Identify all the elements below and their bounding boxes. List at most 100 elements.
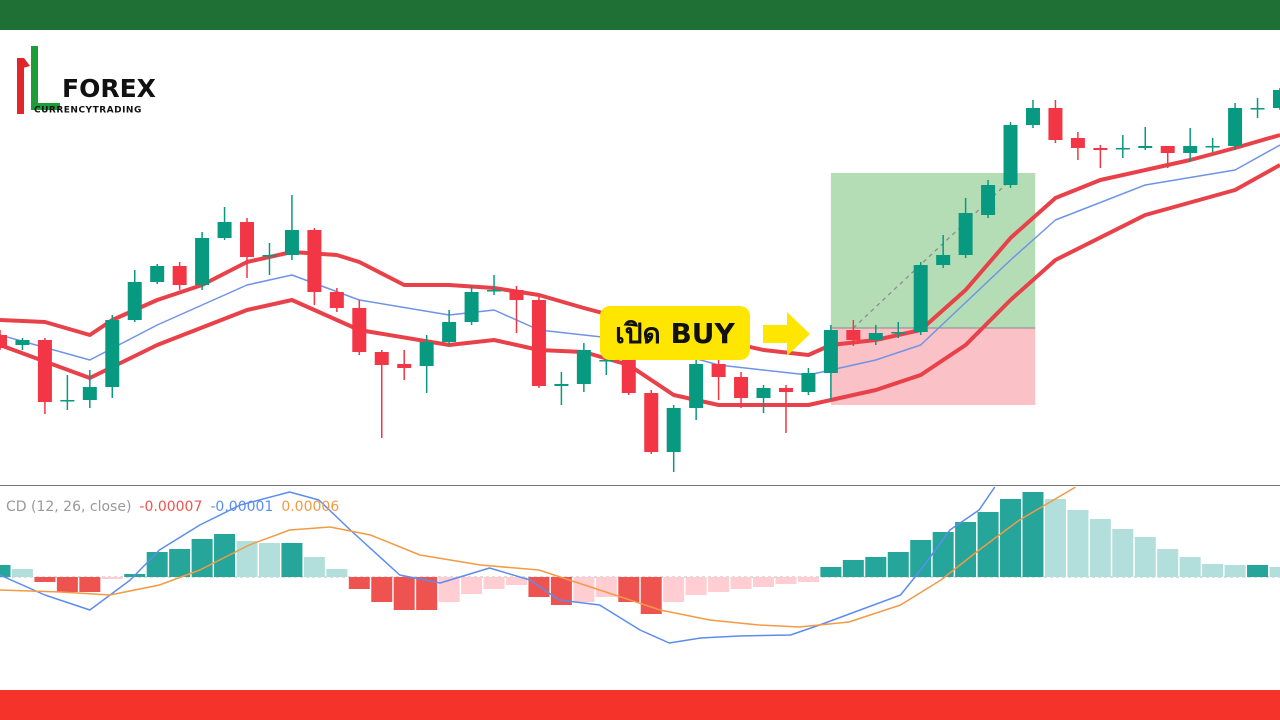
candle-body [936,255,951,265]
histogram-bar [214,534,236,577]
histogram-bar [11,569,33,577]
annotation-text: เปิด BUY [615,317,735,350]
macd-title: CD (12, 26, close) [6,499,131,515]
histogram-bar [56,577,78,592]
macd-line [0,487,1077,628]
ma-line [0,163,1280,407]
candle-body [621,360,636,393]
histogram-bar [573,577,595,602]
histogram-bar [1224,565,1246,577]
candle-body [0,335,7,348]
candle-body [442,322,457,342]
histogram-bar [910,540,932,577]
histogram-bar [461,577,483,594]
series-value: -0.00001 [210,499,273,515]
histogram-bar [1112,529,1134,577]
candle-body [1115,148,1130,150]
candle-body [105,320,120,387]
histogram-bar [595,577,617,597]
histogram-bar [618,577,640,602]
histogram-bar [820,567,842,577]
histogram-bar [483,577,505,589]
histogram-bar [685,577,707,595]
top-bar [0,0,1280,30]
candle-body [487,290,502,292]
logo-bar [17,58,24,114]
histogram-bar [416,577,438,610]
candle-body [195,238,210,285]
histogram-value: -0.00007 [139,499,202,515]
histogram-bar [887,552,909,577]
logo-brand: FOREX [62,74,156,103]
candle-body [913,265,928,332]
histogram-bar [663,577,685,602]
annotation-box [600,306,750,360]
logo-tip [17,58,30,68]
candle-body [1093,148,1108,150]
candle-body [958,213,973,255]
histogram-bar [977,512,999,577]
histogram-bar [640,577,662,614]
histogram-bar [1067,510,1089,577]
candle-body [240,222,255,257]
candle-body [1205,146,1220,148]
histogram-bar [34,577,56,582]
candle-body [464,292,479,322]
candle-body [127,282,142,320]
logo-l [31,46,60,110]
histogram-bar [730,577,752,589]
candle-body [778,388,793,392]
candle-body [689,364,704,408]
histogram-bar [303,557,325,577]
logo: FOREX CURRENCYTRADING [17,46,156,116]
series-value: 0.00006 [281,499,339,515]
histogram-bar [753,577,775,587]
histogram-bar [955,522,977,577]
histogram-bar [191,539,213,577]
candle-body [374,352,389,365]
candle-body [1003,125,1018,185]
candle-body [734,377,749,398]
buy-annotation: เปิด BUY [600,306,810,360]
candle-body [397,364,412,368]
candle-body [1070,138,1085,148]
histogram-bar [169,549,191,577]
candle-body [1160,146,1175,153]
candle-body [1228,108,1243,146]
candle-body [172,266,187,285]
histogram-bar [1269,567,1280,577]
candle-body [1025,108,1040,125]
histogram-bar [371,577,393,602]
macd-line [0,487,996,644]
histogram-bar [1202,564,1224,577]
histogram-bar [1089,519,1111,577]
histogram-bar [326,569,348,577]
candle-body [868,333,883,340]
candle-body [981,185,996,215]
bottom-bar [0,690,1280,720]
candle-body [284,230,299,255]
candle-body [846,330,861,340]
histogram-bar [1044,499,1066,577]
histogram-bar [101,577,123,579]
candle-body [419,342,434,366]
candle-body [1138,146,1153,148]
annotation-arrow [763,312,810,356]
histogram-bar [708,577,730,592]
candle-body [644,393,659,452]
candle-body [576,350,591,384]
candle-body [1250,108,1265,110]
histogram-bar [932,532,954,577]
histogram-bar [797,577,819,582]
candle-body [666,408,681,452]
candle-body [509,290,524,300]
candle-body [531,300,546,386]
macd-legend: CD (12, 26, close) -0.00007 -0.00001 0.0000… [6,499,339,515]
macd-pane [0,487,1280,644]
histogram-bar [146,552,168,577]
candle-body [15,340,30,345]
histogram-bar [1247,565,1269,577]
histogram-bar [393,577,415,610]
